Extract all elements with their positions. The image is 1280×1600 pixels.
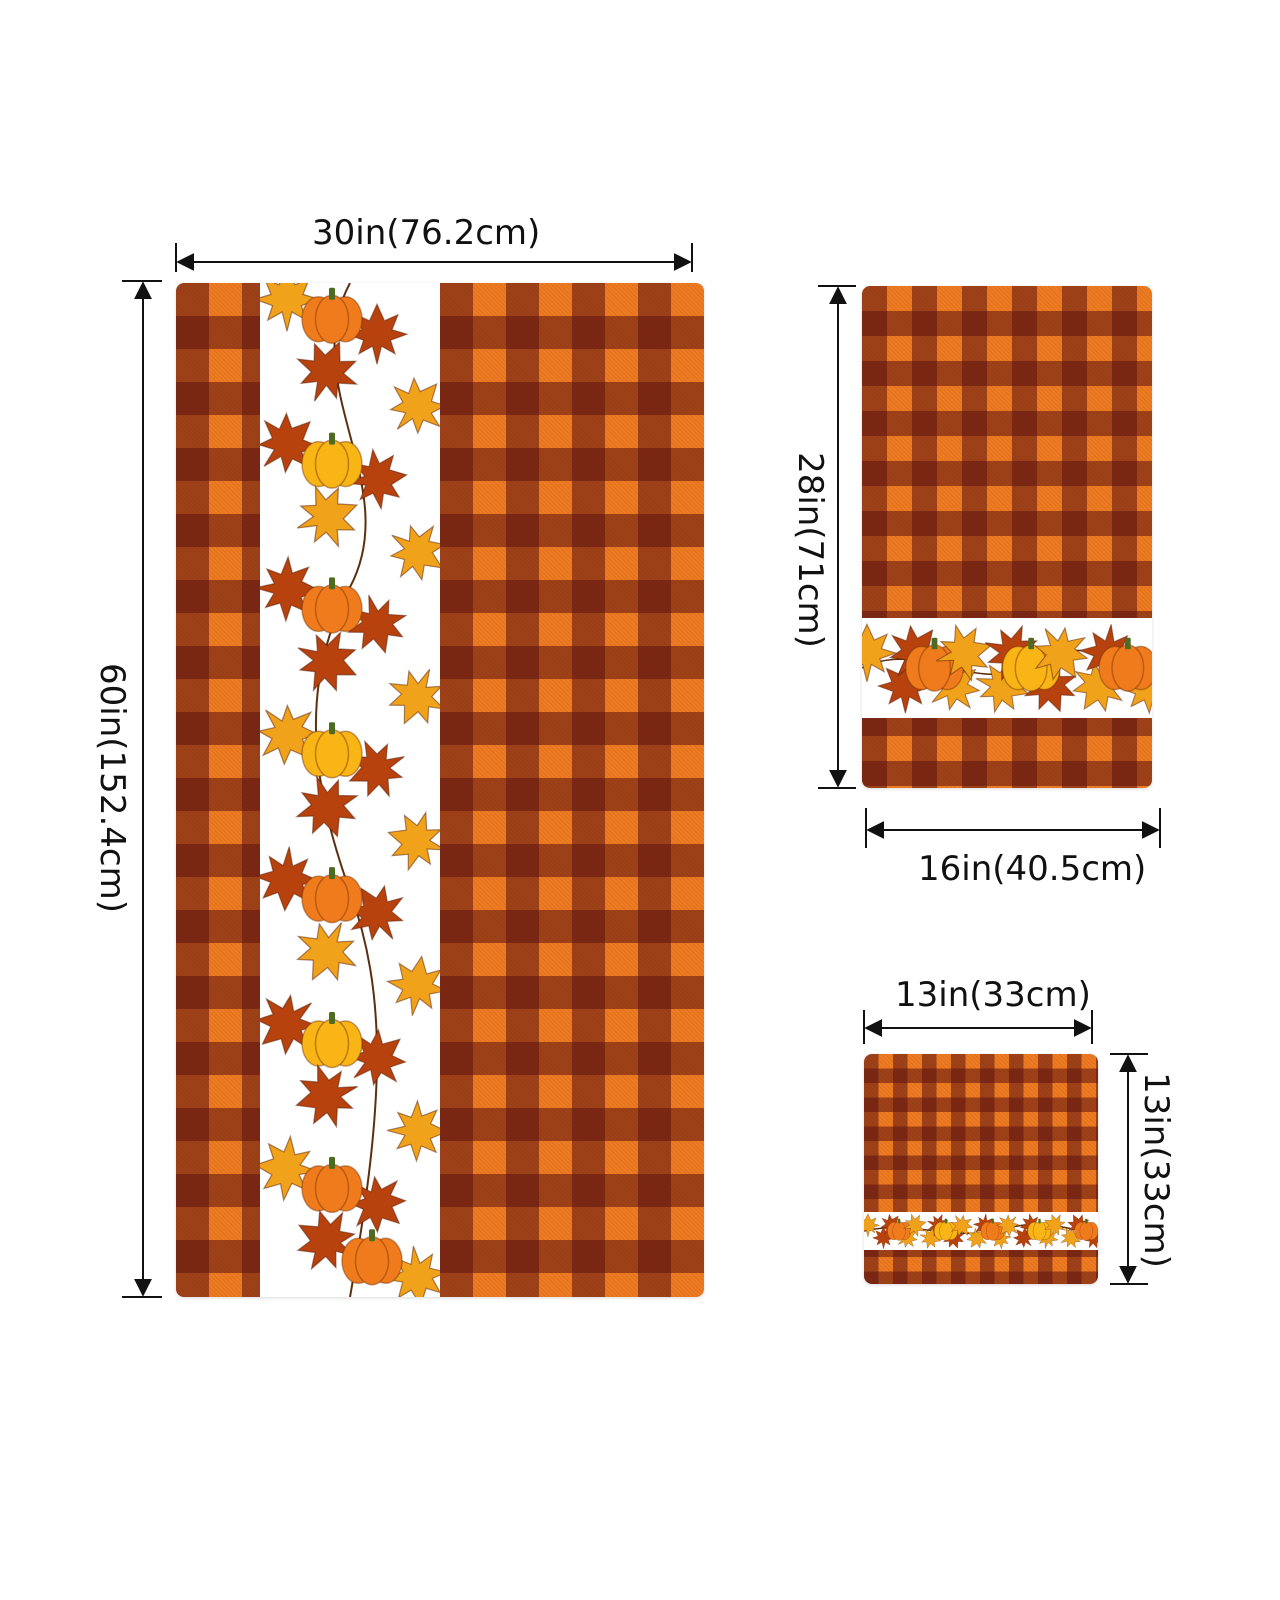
washcloth bbox=[864, 1054, 1098, 1284]
bath-towel-width-label: 30in(76.2cm) bbox=[312, 213, 541, 253]
pumpkin-icon bbox=[301, 1012, 363, 1069]
washcloth-garland-band bbox=[864, 1212, 1098, 1250]
maple-leaf-icon bbox=[386, 810, 440, 872]
hand-towel bbox=[862, 286, 1152, 788]
maple-leaf-icon bbox=[862, 622, 898, 682]
pumpkin-icon bbox=[301, 1156, 363, 1214]
maple-leaf-icon bbox=[1034, 626, 1089, 682]
maple-leaf-icon bbox=[260, 993, 318, 1056]
washcloth-height-label: 13in(33cm) bbox=[1136, 1072, 1176, 1268]
maple-leaf-icon bbox=[295, 340, 359, 402]
maple-leaf-icon bbox=[348, 1028, 408, 1087]
maple-leaf-icon bbox=[347, 884, 405, 942]
bath-towel-height-label: 60in(152.4cm) bbox=[92, 663, 132, 913]
pumpkin-garland-image bbox=[260, 283, 440, 1297]
maple-leaf-icon bbox=[346, 594, 408, 655]
bath-towel-width-arrow bbox=[175, 243, 693, 272]
pumpkin-icon bbox=[1098, 637, 1152, 692]
pumpkin-icon bbox=[887, 1218, 912, 1241]
maple-leaf-icon bbox=[1060, 1227, 1082, 1249]
pumpkin-icon bbox=[980, 1218, 1005, 1241]
pumpkin-icon bbox=[301, 722, 363, 779]
hand-towel-height-arrow bbox=[818, 285, 856, 789]
bath-towel bbox=[176, 283, 704, 1297]
bath-towel-height-arrow bbox=[122, 280, 162, 1298]
maple-leaf-icon bbox=[385, 1245, 440, 1297]
maple-leaf-icon bbox=[294, 1063, 358, 1129]
pumpkin-icon bbox=[301, 287, 363, 344]
maple-leaf-icon bbox=[388, 668, 440, 725]
maple-leaf-icon bbox=[294, 775, 360, 838]
hand-towel-height-label: 28in(71cm) bbox=[790, 452, 830, 648]
maple-leaf-icon bbox=[388, 376, 440, 435]
maple-leaf-icon bbox=[260, 283, 322, 332]
maple-leaf-icon bbox=[1044, 1214, 1066, 1237]
hand-towel-garland-band bbox=[862, 618, 1152, 718]
pumpkin-icon bbox=[933, 1218, 958, 1241]
pumpkin-icon bbox=[301, 867, 363, 924]
maple-leaf-icon bbox=[996, 1214, 1020, 1238]
pumpkin-icon bbox=[341, 1229, 403, 1286]
maple-leaf-icon bbox=[950, 1214, 974, 1237]
maple-leaf-icon bbox=[295, 922, 358, 982]
maple-leaf-icon bbox=[296, 484, 359, 549]
pumpkin-icon bbox=[301, 577, 363, 634]
hand-towel-width-label: 16in(40.5cm) bbox=[918, 849, 1147, 889]
pumpkin-garland-image bbox=[862, 622, 1152, 715]
washcloth-height-arrow bbox=[1110, 1053, 1148, 1285]
washcloth-width-label: 13in(33cm) bbox=[895, 975, 1091, 1015]
maple-leaf-icon bbox=[386, 1099, 440, 1163]
maple-leaf-icon bbox=[864, 1213, 881, 1238]
maple-leaf-icon bbox=[903, 1213, 927, 1238]
pumpkin-garland-image bbox=[864, 1213, 1098, 1250]
bath-towel-garland-band bbox=[260, 283, 440, 1297]
pumpkin-icon bbox=[301, 432, 363, 489]
maple-leaf-icon bbox=[389, 524, 440, 582]
maple-leaf-icon bbox=[935, 623, 993, 683]
pumpkin-icon bbox=[1074, 1218, 1098, 1241]
maple-leaf-icon bbox=[385, 955, 440, 1016]
washcloth-width-arrow bbox=[863, 1010, 1093, 1044]
maple-leaf-icon bbox=[297, 630, 358, 693]
hand-towel-width-arrow bbox=[865, 808, 1161, 848]
